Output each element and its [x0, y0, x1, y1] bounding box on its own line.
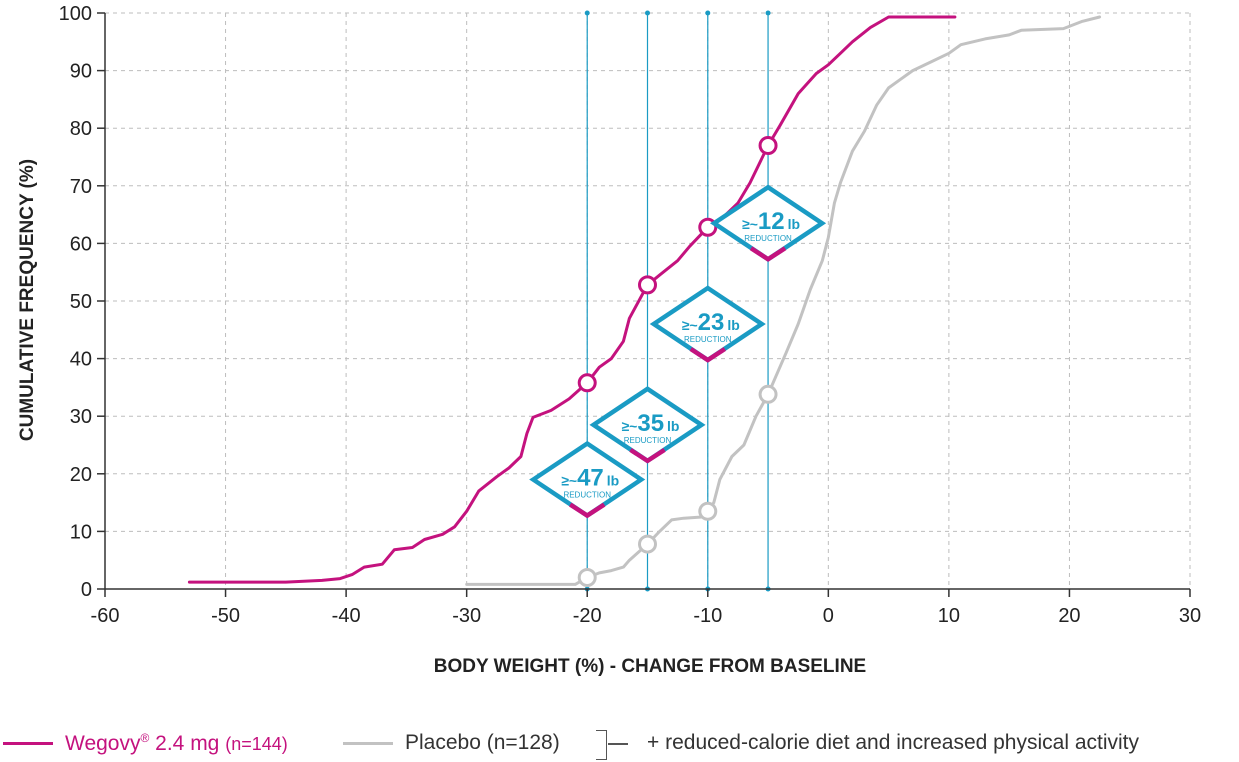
y-tick-label: 70: [70, 176, 92, 198]
y-tick-label: 90: [70, 61, 92, 83]
reference-dot-top: [584, 10, 590, 16]
badge-value: ≥~47 lb: [561, 465, 619, 492]
legend-note: + reduced-calorie diet and increased phy…: [647, 727, 1139, 759]
marker-placebo: [638, 534, 657, 554]
marker-placebo: [698, 501, 718, 521]
marker-placebo: [577, 567, 597, 587]
y-tick-label: 40: [70, 349, 92, 371]
y-tick-label: 30: [70, 406, 92, 428]
reference-dot-top: [645, 10, 650, 16]
y-tick-label: 0: [81, 579, 92, 601]
legend-note-text: + reduced-calorie diet and increased phy…: [647, 731, 1140, 754]
reference-dot-top: [705, 10, 711, 16]
legend-label-placebo: Placebo (n=128): [405, 731, 560, 754]
x-axis-label: BODY WEIGHT (%) - CHANGE FROM BASELINE: [434, 656, 866, 677]
y-tick-label: 10: [70, 521, 92, 543]
legend-item-placebo: Placebo (n=128): [343, 727, 560, 759]
marker-wegovy: [577, 373, 597, 393]
legend-bracket-line: [608, 743, 628, 745]
x-tick-label: 0: [823, 605, 834, 627]
x-tick-label: -50: [211, 605, 240, 627]
legend-swatch-placebo: [343, 741, 393, 745]
x-tick-label: -20: [573, 605, 602, 627]
legend-bracket: [596, 730, 607, 760]
marker-wegovy: [758, 135, 778, 155]
badge-accent: [749, 246, 787, 262]
badge-value: ≥~35 lb: [621, 410, 679, 437]
badge-accent: [689, 347, 727, 363]
badge-value: ≥~12 lb: [742, 208, 800, 235]
legend-label-wegovy: Wegovy® 2.4 mg (n=144): [65, 730, 288, 755]
badge-diamond: [649, 285, 766, 363]
series-markers: [577, 135, 778, 587]
legend: Wegovy® 2.4 mg (n=144) Placebo (n=128) +…: [0, 727, 1239, 760]
x-tick-label: 20: [1058, 605, 1080, 627]
legend-swatch-wegovy: [3, 741, 53, 745]
legend-item-wegovy: Wegovy® 2.4 mg (n=144): [3, 727, 288, 759]
y-tick-label: 80: [70, 118, 92, 140]
badge-sub: REDUCTION: [563, 491, 611, 500]
badge-accent: [629, 447, 666, 464]
badge-sub: REDUCTION: [624, 436, 672, 445]
badge-value: ≥~23 lb: [682, 309, 740, 336]
y-axis-label: CUMULATIVE FREQUENCY (%): [17, 159, 38, 441]
y-tick-label: 20: [70, 464, 92, 486]
reference-dot-top: [765, 10, 771, 16]
grid: [105, 12, 1191, 589]
marker-placebo: [758, 384, 778, 404]
badge-sub: REDUCTION: [744, 234, 792, 243]
badge-sub: REDUCTION: [684, 335, 732, 344]
series-line-wegovy: [187, 15, 957, 584]
badge-diamond: [709, 184, 827, 262]
x-tick-label: -10: [693, 605, 722, 627]
x-tick-label: -40: [332, 605, 361, 627]
marker-wegovy: [638, 275, 657, 295]
badge-diamond: [589, 386, 706, 464]
y-tick-label: 60: [70, 233, 92, 255]
y-tick-label: 100: [59, 3, 92, 25]
badge-diamond: [529, 440, 646, 519]
y-tick-label: 50: [70, 291, 92, 313]
x-tick-label: 30: [1179, 605, 1201, 627]
x-tick-label: -30: [452, 605, 481, 627]
x-tick-label: -60: [91, 605, 120, 627]
badge-accent: [568, 502, 606, 519]
x-tick-label: 10: [938, 605, 960, 627]
